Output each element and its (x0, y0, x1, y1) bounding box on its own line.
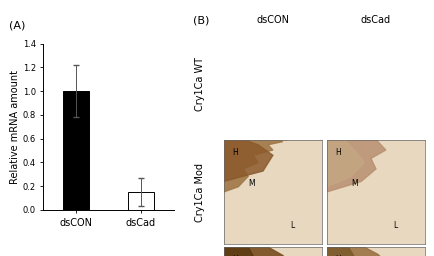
Text: Cry1Ca WT: Cry1Ca WT (194, 58, 205, 111)
Bar (128, 192, 154, 210)
Text: (A): (A) (9, 20, 25, 30)
Polygon shape (224, 247, 271, 256)
Polygon shape (224, 140, 288, 192)
Y-axis label: Relative mRNA amount: Relative mRNA amount (10, 70, 20, 184)
Text: H: H (233, 148, 238, 157)
Text: (B): (B) (193, 15, 210, 25)
Polygon shape (224, 247, 293, 256)
Text: M: M (351, 179, 358, 188)
Polygon shape (327, 140, 386, 192)
Text: H: H (233, 255, 238, 256)
Polygon shape (327, 247, 368, 256)
Polygon shape (224, 140, 273, 182)
Text: L: L (290, 221, 295, 230)
Text: L: L (394, 221, 398, 230)
Polygon shape (327, 140, 364, 187)
Bar (63, 91, 89, 210)
Text: dsCON: dsCON (256, 15, 289, 25)
Text: M: M (248, 179, 254, 188)
Text: H: H (335, 148, 341, 157)
Text: H: H (335, 255, 341, 256)
Polygon shape (327, 247, 388, 256)
Text: dsCad: dsCad (361, 15, 391, 25)
Text: Cry1Ca Mod: Cry1Ca Mod (194, 163, 205, 221)
